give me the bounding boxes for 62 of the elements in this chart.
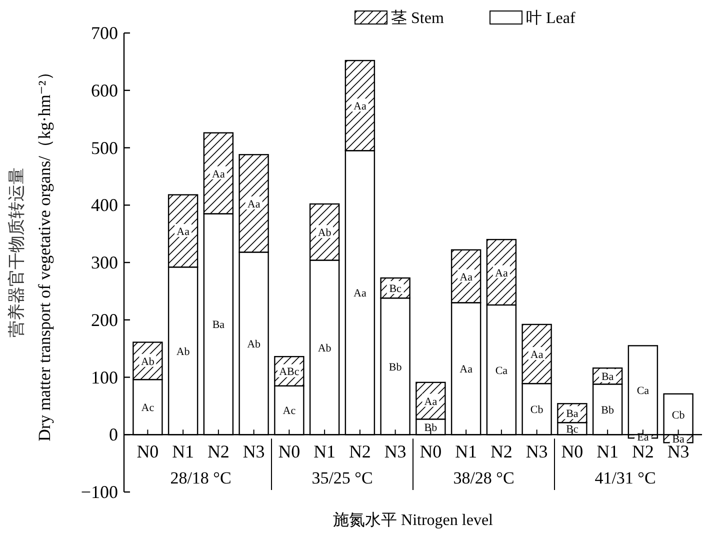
data-label: Aa [176,226,190,238]
data-label: Aa [530,349,544,362]
data-label: Aa [354,288,366,300]
annotation: 38/28 °C [453,468,514,488]
data-label: Aa [495,267,508,280]
x-tick-label: N3 [242,442,265,462]
y-tick-label: 200 [91,310,118,330]
y-tick-label: 100 [91,367,118,388]
data-label: Aa [212,168,225,180]
x-tick-label: N1 [596,442,619,462]
x-tick-label: N1 [455,442,478,462]
data-label: Bc [566,424,578,436]
annotation: 28/18 °C [170,468,232,488]
x-tick-label: N0 [278,442,300,462]
data-label: Aa [460,271,473,284]
x-tick-label: N2 [348,442,371,462]
x-tick-label: N0 [136,442,159,462]
x-tick-label: N2 [207,442,230,462]
x-tick-label: N0 [561,442,584,462]
data-label: Ba [566,408,578,420]
x-tick-label: N3 [526,442,548,462]
data-label: Ba [212,319,225,332]
x-tick-label: N2 [490,442,512,462]
y-tick-label: 700 [91,23,118,43]
data-label: Bc [389,283,402,296]
data-label: Cb [530,404,544,416]
data-label: Ab [247,338,262,350]
data-label: Aa [354,100,366,113]
x-tick-label: N0 [420,442,442,462]
y-tick-label: −100 [80,482,118,502]
x-tick-label: N2 [632,442,654,462]
data-label: Cb [672,409,686,422]
data-label: Bb [601,404,614,416]
data-label: Bb [388,361,402,374]
legend-label: 茎 Stem [391,9,444,27]
data-label: Ac [141,402,154,414]
x-tick-label: N1 [172,442,194,462]
data-label: Aa [247,198,260,210]
x-axis-title: 施氮水平 Nitrogen level [333,511,494,529]
data-label: Ba [601,371,614,384]
data-label: Ac [282,405,296,418]
data-label: ABc [279,366,300,378]
data-label: Ab [318,227,332,240]
data-label: Ca [495,364,508,377]
data-label: Aa [460,364,473,376]
y-tick-label: 600 [91,80,118,100]
y-axis-title: 营养器官干物质转运量 Dry matter transport of vegetative organs/（kg·hm⁻²） [7,64,54,442]
annotation: 41/31 °C [594,468,656,488]
legend-label: 叶 Leaf [526,9,576,27]
data-label: Ab [318,342,332,354]
data-label: Ab [176,346,190,358]
data-label: Bb [424,422,438,434]
data-label: Ab [140,356,155,368]
y-tick-label: 300 [91,252,118,272]
data-label: Aa [424,396,438,408]
annotation: 35/25 °C [312,468,373,488]
y-tick-label: 400 [91,195,118,216]
x-tick-label: N3 [384,442,406,462]
y-tick-label: 500 [91,138,118,158]
data-label: Ca [636,385,650,398]
y-tick-label: 0 [109,424,118,445]
x-tick-label: N1 [314,442,336,462]
